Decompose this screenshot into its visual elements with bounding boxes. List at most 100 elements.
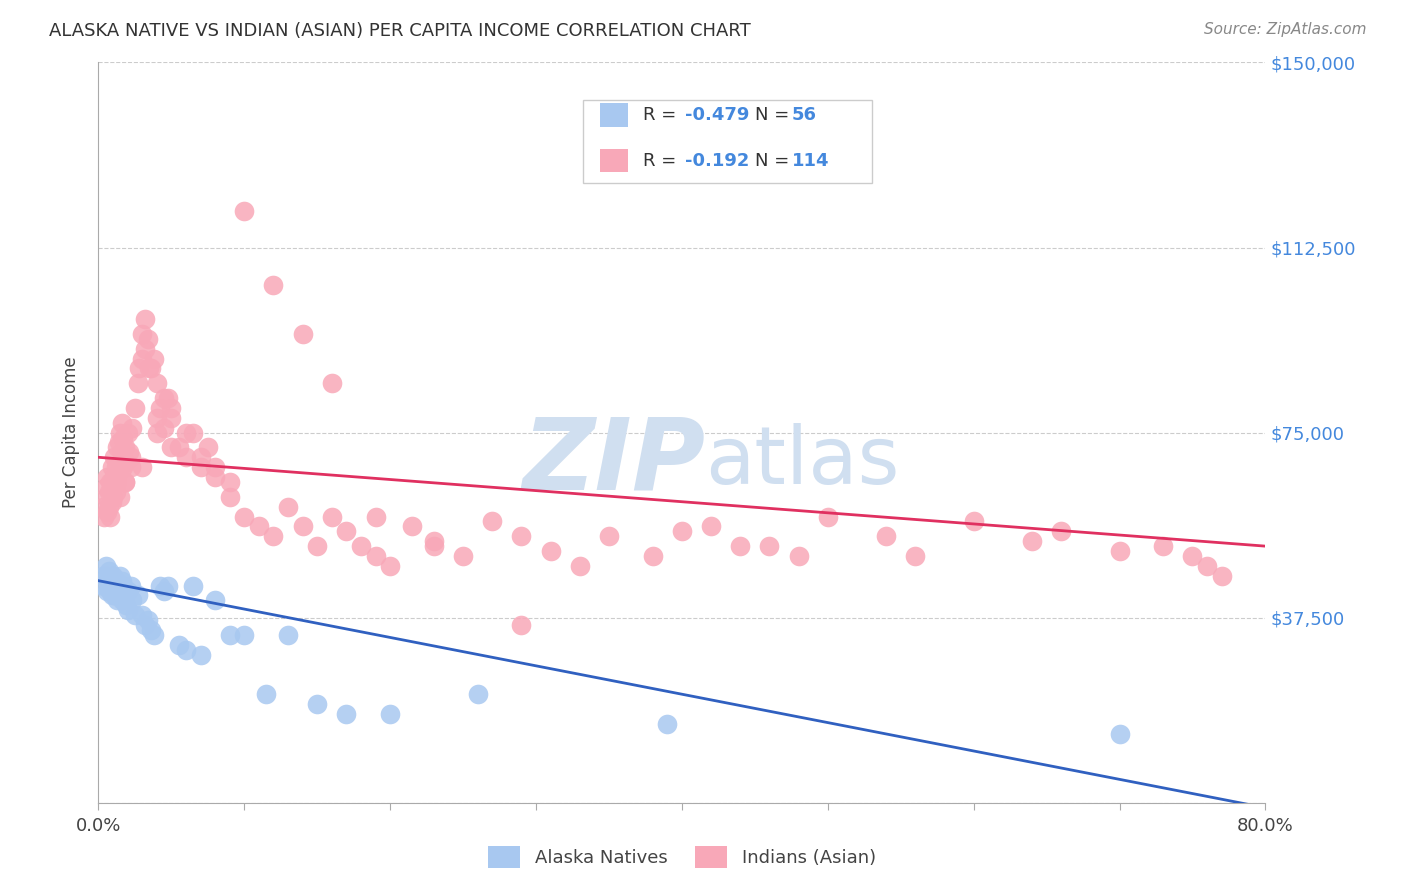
Point <box>146 425 169 440</box>
Point <box>540 544 562 558</box>
Point <box>105 475 128 489</box>
Point <box>120 450 142 465</box>
Text: -0.192: -0.192 <box>685 152 749 169</box>
Text: atlas: atlas <box>706 423 900 501</box>
Point <box>139 361 162 376</box>
Point <box>157 579 180 593</box>
Point <box>103 579 125 593</box>
Point <box>100 460 122 475</box>
Point <box>104 583 127 598</box>
Point <box>110 425 132 440</box>
Text: R =: R = <box>643 106 682 124</box>
Point <box>108 465 131 479</box>
Point <box>641 549 664 563</box>
Point <box>114 475 136 489</box>
Point <box>124 608 146 623</box>
Point <box>380 558 402 573</box>
Point <box>134 312 156 326</box>
Point <box>160 410 183 425</box>
Point <box>121 593 143 607</box>
Point <box>190 648 212 662</box>
Legend: Alaska Natives, Indians (Asian): Alaska Natives, Indians (Asian) <box>481 838 883 875</box>
Point <box>233 628 256 642</box>
Point <box>467 687 489 701</box>
Point <box>291 519 314 533</box>
Point <box>787 549 810 563</box>
Y-axis label: Per Capita Income: Per Capita Income <box>62 357 80 508</box>
Text: 114: 114 <box>792 152 830 169</box>
Point <box>131 351 153 366</box>
Point <box>103 589 125 603</box>
Point <box>120 460 142 475</box>
Point <box>204 470 226 484</box>
Point <box>277 500 299 514</box>
Point <box>96 505 118 519</box>
Point <box>97 484 120 499</box>
Point <box>111 416 134 430</box>
Point <box>111 593 134 607</box>
Point <box>1108 544 1130 558</box>
Point <box>218 490 240 504</box>
Point <box>91 568 114 582</box>
Point <box>111 574 134 588</box>
Point <box>98 509 121 524</box>
Point <box>97 579 120 593</box>
Point <box>174 425 197 440</box>
Point <box>153 391 176 405</box>
Point <box>117 603 139 617</box>
Point <box>190 450 212 465</box>
Point <box>94 558 117 573</box>
Point <box>98 583 121 598</box>
Point <box>96 583 118 598</box>
Point <box>401 519 423 533</box>
Point <box>962 515 984 529</box>
Point <box>262 277 284 292</box>
Point <box>364 549 387 563</box>
Point <box>114 475 136 489</box>
Point <box>127 376 149 391</box>
Point <box>136 332 159 346</box>
Point <box>1021 534 1043 549</box>
Point <box>104 460 127 475</box>
Point <box>139 623 162 637</box>
Point <box>423 539 446 553</box>
Point <box>307 697 329 711</box>
Point <box>350 539 373 553</box>
Point <box>124 401 146 415</box>
Point <box>1195 558 1218 573</box>
Point <box>136 613 159 627</box>
Point <box>110 455 132 469</box>
Point <box>174 642 197 657</box>
Text: 56: 56 <box>792 106 817 124</box>
Point <box>103 470 125 484</box>
Point <box>190 460 212 475</box>
Point <box>115 455 138 469</box>
Point <box>451 549 474 563</box>
Point <box>101 583 124 598</box>
Point <box>110 490 132 504</box>
Point <box>1211 568 1233 582</box>
Point <box>118 445 141 459</box>
Point <box>380 706 402 721</box>
Point <box>110 583 132 598</box>
Point <box>167 638 190 652</box>
Point <box>93 579 115 593</box>
Point <box>218 628 240 642</box>
Point <box>117 583 139 598</box>
Point <box>110 568 132 582</box>
Point <box>97 500 120 514</box>
Point <box>153 420 176 434</box>
Point <box>105 579 128 593</box>
Point <box>131 326 153 341</box>
Point <box>277 628 299 642</box>
Point <box>108 589 131 603</box>
Point <box>181 425 204 440</box>
Point <box>120 579 142 593</box>
Point <box>131 460 153 475</box>
Point <box>598 529 620 543</box>
Point <box>510 618 533 632</box>
Point <box>307 539 329 553</box>
Point <box>157 391 180 405</box>
Point <box>1181 549 1204 563</box>
Point <box>247 519 270 533</box>
